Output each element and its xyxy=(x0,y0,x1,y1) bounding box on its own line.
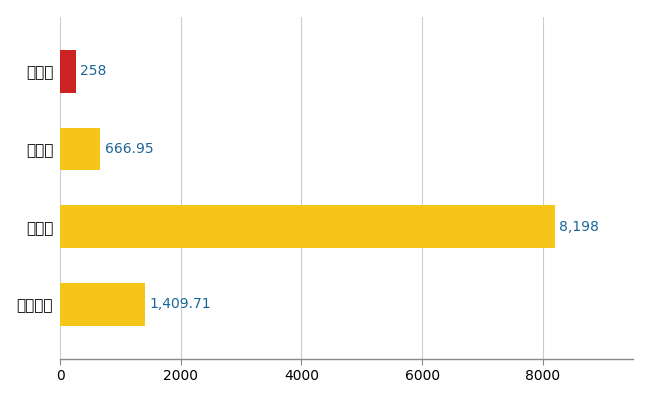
Bar xyxy=(60,50,75,92)
Text: 8,198: 8,198 xyxy=(559,220,599,234)
Bar xyxy=(60,283,145,326)
Text: 1,409.71: 1,409.71 xyxy=(150,298,211,312)
Bar xyxy=(60,128,100,170)
Text: 666.95: 666.95 xyxy=(105,142,153,156)
Text: 258: 258 xyxy=(80,64,107,78)
Bar xyxy=(60,205,554,248)
